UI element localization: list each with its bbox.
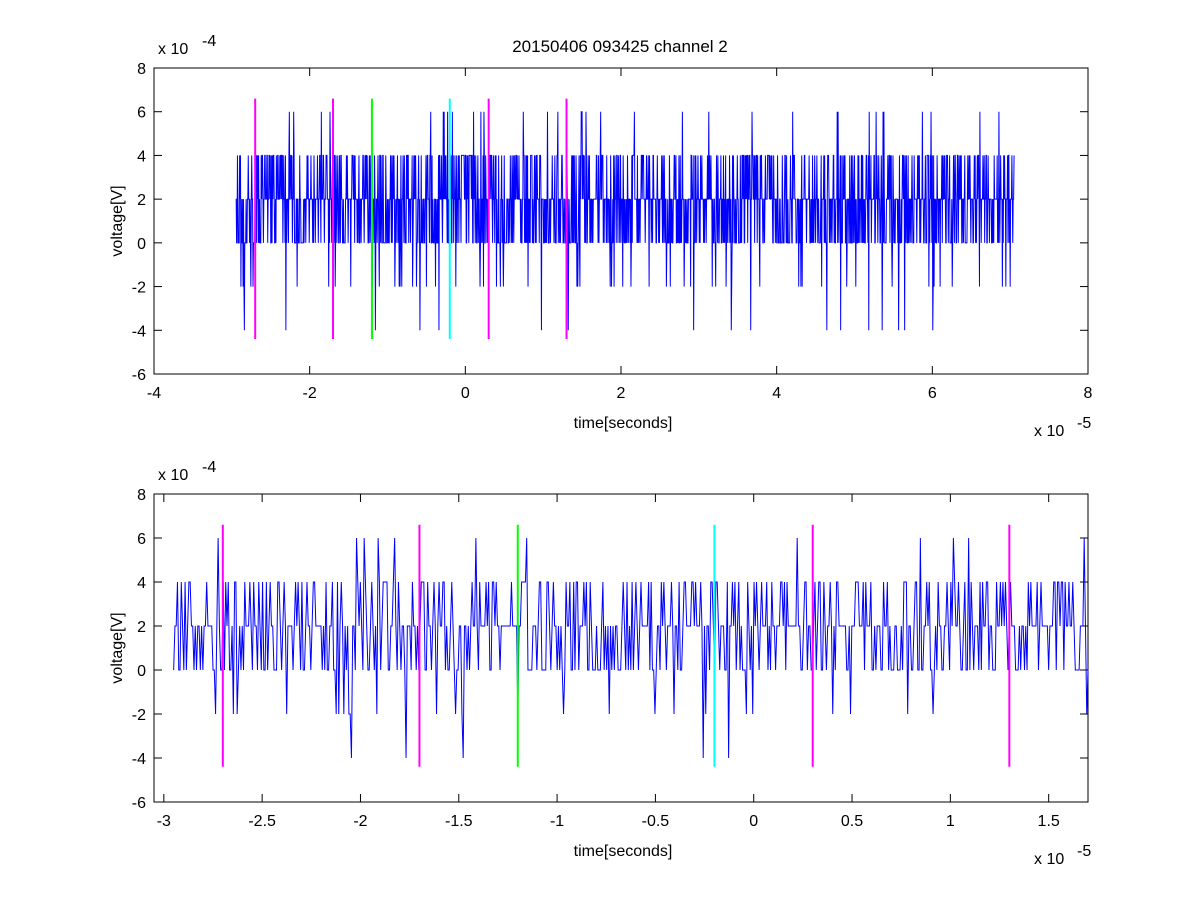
x-tick-label: -1.5 xyxy=(445,813,473,830)
x-tick-label: -0.5 xyxy=(642,813,670,830)
x-tick-label: 0.5 xyxy=(841,813,863,830)
y-scale-exponent: -4 xyxy=(202,459,216,476)
y-tick-label: -2 xyxy=(132,280,146,297)
bottom-plot: -3 -2.5 -2 -1.5 -1 -0.5 0 0.5 1 1.5 -6 -4 -2 0 2 4 6 8 tim… xyxy=(109,459,1091,868)
x-axis-label: time[seconds] xyxy=(574,843,673,860)
top-plot: -4 -2 0 2 4 6 8-6-4-202468time[seconds]voltage… xyxy=(109,33,1093,440)
y-tick-label: -4 xyxy=(132,751,146,768)
x-tick-label: 4 xyxy=(772,385,781,402)
x-tick-label: 2 xyxy=(617,385,626,402)
y-tick-label: -6 xyxy=(132,367,146,384)
x-tick-label: 0 xyxy=(749,813,758,830)
y-tick-label: 4 xyxy=(137,148,146,165)
y-tick-label: 2 xyxy=(137,619,146,636)
y-tick-label: -2 xyxy=(132,707,146,724)
y-tick-label: 8 xyxy=(137,487,146,504)
x-tick-label: -1 xyxy=(550,813,564,830)
y-scale-multiplier: x 10 xyxy=(158,467,188,484)
y-tick-label: 4 xyxy=(137,575,146,592)
y-scale-exponent: -4 xyxy=(202,33,216,50)
x-scale-exponent: -5 xyxy=(1077,415,1091,432)
x-scale-exponent: -5 xyxy=(1077,843,1091,860)
x-tick-label: 6 xyxy=(928,385,937,402)
y-tick-label: 0 xyxy=(137,663,146,680)
y-tick-label: 6 xyxy=(137,531,146,548)
y-axis-label: voltage[V] xyxy=(109,185,126,256)
figure-title: 20150406 093425 channel 2 xyxy=(512,37,728,56)
y-tick-label: 2 xyxy=(137,192,146,209)
signal-trace xyxy=(235,111,1015,331)
axes-box xyxy=(153,493,1089,803)
x-scale-multiplier: x 10 xyxy=(1034,851,1064,868)
x-tick-label: 1 xyxy=(946,813,955,830)
x-tick-label: -2.5 xyxy=(248,813,276,830)
y-axis-label: voltage[V] xyxy=(109,612,126,683)
x-axis-label: time[seconds] xyxy=(574,415,673,432)
x-tick-label: 1.5 xyxy=(1038,813,1060,830)
x-tick-label: -3 xyxy=(157,813,171,830)
y-scale-multiplier: x 10 xyxy=(158,41,188,58)
y-tick-label: 0 xyxy=(137,236,146,253)
y-tick-label: -6 xyxy=(132,795,146,812)
x-tick-label: -4 xyxy=(147,385,161,402)
y-tick-label: 6 xyxy=(137,105,146,122)
y-tick-label: 8 xyxy=(137,61,146,78)
signal-trace xyxy=(173,537,1089,759)
x-tick-label: 8 xyxy=(1084,385,1093,402)
x-scale-multiplier: x 10 xyxy=(1034,423,1064,440)
x-tick-label: -2 xyxy=(303,385,317,402)
x-tick-label: 0 xyxy=(461,385,470,402)
x-tick-label: -2 xyxy=(353,813,367,830)
y-tick-label: -4 xyxy=(132,323,146,340)
